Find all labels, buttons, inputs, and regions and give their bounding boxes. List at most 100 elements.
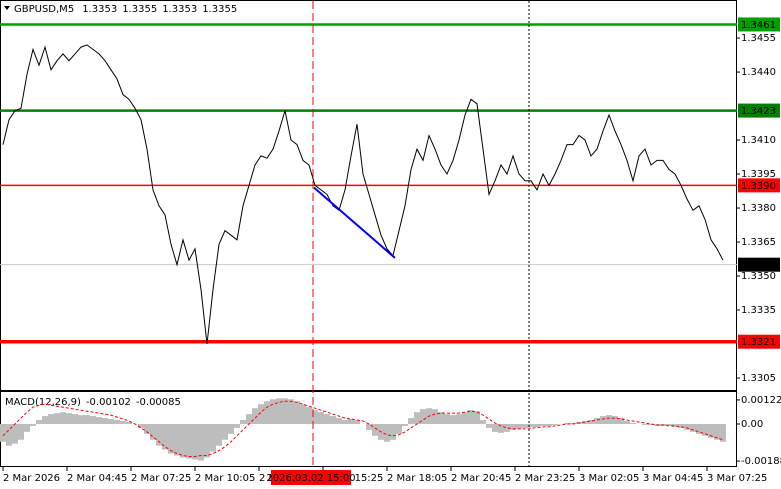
histogram-bar: [612, 416, 618, 424]
x-tick-label: 2 Mar 2026: [3, 473, 60, 484]
signal-line: [2, 400, 724, 457]
histogram-bar: [384, 423, 390, 442]
y-tick-label: 1.3440: [741, 67, 776, 78]
histogram-bar: [714, 423, 720, 440]
y-tick-label: 1.3305: [741, 373, 776, 384]
histogram-bar: [492, 423, 498, 432]
indicator-header: MACD(12,26,9) -0.00102 -0.00085: [5, 397, 181, 408]
histogram-bar: [234, 423, 240, 428]
histogram-bar: [246, 414, 252, 424]
histogram-bar: [330, 416, 336, 424]
histogram-bar: [216, 423, 222, 446]
histogram-bar: [120, 421, 126, 424]
histogram-bar: [78, 415, 84, 424]
histogram-bar: [318, 412, 324, 424]
level-label-box: [738, 334, 780, 349]
histogram-bar: [570, 422, 576, 424]
histogram-bar: [204, 423, 210, 458]
histogram-bar: [270, 399, 276, 424]
histogram-bar: [264, 401, 270, 424]
x-tick-label: 2 Mar 10:05: [195, 473, 255, 484]
histogram-bar: [468, 410, 474, 424]
histogram-bar: [630, 422, 636, 424]
histogram-bar: [6, 423, 12, 446]
y-tick-label: 1.3455: [741, 33, 776, 44]
overlay: 2026.03.02 15:00: [266, 1, 530, 485]
plot-frame: [0, 0, 737, 467]
price-panel: GBPUSD,M5 1.3353 1.3355 1.3353 1.3355 1.3455 1…: [0, 4, 780, 384]
histogram-bar: [354, 420, 360, 424]
histogram-bar: [48, 414, 54, 424]
histogram-bar: [18, 423, 24, 440]
histogram-bar: [336, 418, 342, 424]
histogram-bar: [720, 423, 726, 442]
crosshair-label: 2026.03.02 15:00: [266, 473, 355, 484]
histogram-bar: [600, 416, 606, 424]
ohlc-value: 1.3353: [162, 4, 197, 15]
histogram-bar: [642, 423, 648, 425]
histogram-bar: [348, 419, 354, 424]
macd-panel: MACD(12,26,9) -0.00102 -0.00085 0.00122 0.00…: [0, 395, 781, 484]
crosshair-label-box: [271, 470, 351, 485]
histogram-bar: [462, 412, 468, 424]
histogram-bar: [690, 423, 696, 432]
histogram-bar: [162, 423, 168, 450]
histogram-bar: [0, 423, 6, 442]
price-line: [2, 44, 724, 345]
histogram-bar: [96, 417, 102, 424]
histogram-bar: [306, 407, 312, 424]
histogram-bar: [402, 423, 408, 426]
histogram-bar: [258, 404, 264, 424]
histogram-bar: [192, 423, 198, 460]
x-tick-label: 2 Mar 18:05: [387, 473, 447, 484]
histogram-bar: [522, 423, 528, 428]
histogram-bar: [156, 423, 162, 446]
x-tick-label: 2 Mar 15:25: [323, 473, 383, 484]
current-price-box: [738, 257, 780, 272]
histogram-bar: [108, 419, 114, 424]
histogram-bar: [342, 420, 348, 424]
current-price-label: 1.3355: [741, 260, 776, 271]
histogram-bar: [414, 412, 420, 424]
histogram-bar: [36, 420, 42, 424]
histogram-bar: [126, 422, 132, 424]
histogram-bar: [90, 416, 96, 424]
histogram-bar: [54, 413, 60, 424]
histogram-bar: [324, 414, 330, 424]
histogram-bar: [486, 423, 492, 428]
histogram-bar: [84, 415, 90, 424]
histogram-bar: [432, 409, 438, 424]
histogram-bar: [510, 423, 516, 430]
y-tick-label: 1.3410: [741, 135, 776, 146]
indicator-value: -0.00102: [86, 397, 131, 408]
histogram-bar: [546, 423, 552, 426]
histogram-bar: [288, 399, 294, 424]
histogram-bar: [606, 415, 612, 424]
histogram-bar: [408, 418, 414, 424]
y-tick-label: 1.3395: [741, 169, 776, 180]
histogram-bar: [444, 414, 450, 424]
ohlc-value: 1.3355: [202, 4, 237, 15]
x-tick-label: 2 Mar 23:25: [515, 473, 575, 484]
x-tick-label: 3 Mar 04:45: [643, 473, 703, 484]
histogram-bar: [564, 422, 570, 424]
level-label-box: [738, 178, 780, 193]
histogram-bar: [474, 411, 480, 424]
indicator-value: -0.00085: [136, 397, 181, 408]
histogram-bar: [138, 423, 144, 428]
ohlc-value: 1.3355: [122, 4, 157, 15]
histogram-bar: [300, 404, 306, 424]
histogram-bar: [42, 416, 48, 424]
histogram-bar: [540, 423, 546, 426]
y-tick-label: -0.00188: [741, 456, 781, 467]
trendline: [313, 186, 396, 259]
level-label: 1.3321: [741, 337, 776, 348]
histogram-bar: [312, 410, 318, 424]
chart-header: GBPUSD,M5 1.3353 1.3355 1.3353 1.3355: [14, 4, 237, 15]
header-icon: [4, 6, 10, 10]
histogram-bar: [294, 401, 300, 424]
x-tick-label: 3 Mar 02:05: [579, 473, 639, 484]
histogram-bar: [240, 420, 246, 424]
histogram-bar: [144, 423, 150, 434]
histogram-bar: [534, 423, 540, 427]
